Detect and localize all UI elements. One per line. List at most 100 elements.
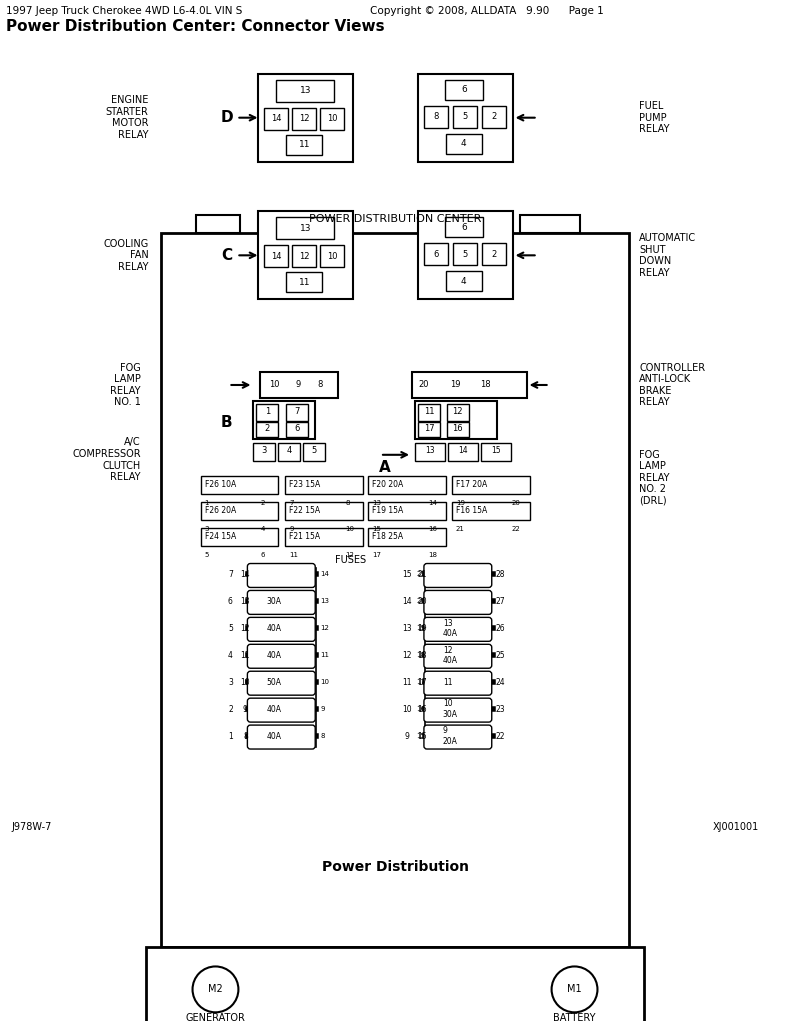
Text: 16: 16: [452, 424, 464, 433]
Text: 10: 10: [269, 381, 279, 389]
Text: FUEL
PUMP
RELAY: FUEL PUMP RELAY: [639, 101, 670, 134]
Text: 13: 13: [372, 500, 381, 506]
FancyBboxPatch shape: [424, 563, 492, 588]
Text: 23: 23: [496, 705, 505, 714]
Text: 13: 13: [240, 597, 250, 606]
Text: 40A: 40A: [267, 705, 282, 714]
Text: 14: 14: [458, 446, 467, 456]
Text: F23 15A: F23 15A: [290, 480, 320, 489]
Text: J978W-7: J978W-7: [11, 822, 51, 831]
Text: 13: 13: [425, 446, 435, 456]
FancyBboxPatch shape: [248, 725, 315, 749]
Text: 25: 25: [496, 651, 505, 659]
Bar: [481, 442, 511, 461]
Text: 14: 14: [271, 115, 282, 123]
Bar: [424, 105, 448, 128]
Text: 4: 4: [461, 276, 467, 286]
Text: 26: 26: [496, 624, 505, 633]
Text: 14: 14: [402, 597, 412, 606]
Text: 12: 12: [345, 552, 354, 557]
Bar: [286, 272, 322, 292]
Text: 12: 12: [299, 252, 309, 261]
Text: 30A: 30A: [267, 597, 282, 606]
Bar: [256, 422, 278, 437]
Bar: [286, 422, 308, 437]
Text: 1: 1: [228, 731, 233, 740]
Text: A/C
COMPRESSOR
CLUTCH
RELAY: A/C COMPRESSOR CLUTCH RELAY: [72, 437, 141, 482]
Text: 10: 10: [327, 252, 338, 261]
Text: 16: 16: [417, 705, 426, 714]
Text: 1: 1: [265, 408, 270, 417]
Bar: [447, 422, 469, 437]
Bar: [259, 74, 353, 162]
Bar: [200, 527, 278, 546]
Text: 20: 20: [418, 381, 430, 389]
Text: 12: 12: [452, 408, 463, 417]
Text: 5: 5: [462, 250, 467, 259]
Text: 10: 10: [320, 679, 329, 685]
Text: FUSES: FUSES: [335, 555, 365, 564]
Text: F24 15A: F24 15A: [205, 532, 236, 541]
Text: 15: 15: [491, 446, 501, 456]
Text: F19 15A: F19 15A: [372, 506, 403, 515]
Text: 8: 8: [320, 733, 324, 739]
Text: 11: 11: [290, 552, 298, 557]
Text: 9: 9: [404, 731, 410, 740]
Text: 24: 24: [496, 678, 505, 687]
FancyBboxPatch shape: [424, 672, 492, 695]
Text: 21: 21: [417, 570, 426, 579]
Text: 12: 12: [402, 651, 412, 659]
Text: 6: 6: [294, 424, 300, 433]
Bar: [259, 211, 353, 299]
Text: XJ001001: XJ001001: [713, 822, 759, 831]
Bar: [276, 217, 334, 240]
Text: 10: 10: [240, 678, 250, 687]
Bar: [452, 502, 530, 519]
FancyBboxPatch shape: [248, 644, 315, 669]
FancyBboxPatch shape: [248, 672, 315, 695]
Bar: [418, 74, 513, 162]
Text: F16 15A: F16 15A: [456, 506, 487, 515]
Text: POWER DISTRIBUTION CENTER: POWER DISTRIBUTION CENTER: [308, 214, 481, 224]
FancyBboxPatch shape: [248, 698, 315, 722]
Text: 12
40A: 12 40A: [443, 645, 458, 665]
Bar: [453, 244, 477, 265]
Text: 19: 19: [456, 500, 465, 506]
Text: F26 20A: F26 20A: [205, 506, 236, 515]
Text: F21 15A: F21 15A: [290, 532, 320, 541]
Bar: [286, 403, 308, 421]
Text: 20: 20: [417, 598, 426, 604]
Text: 7: 7: [228, 570, 233, 579]
Circle shape: [551, 967, 597, 1013]
Bar: [418, 422, 440, 437]
Text: A: A: [379, 460, 391, 475]
Text: 11: 11: [298, 278, 310, 287]
Text: BATTERY: BATTERY: [553, 1014, 596, 1023]
Text: 11: 11: [320, 652, 329, 658]
Text: FOG
LAMP
RELAY
NO. 2
(DRL): FOG LAMP RELAY NO. 2 (DRL): [639, 450, 670, 506]
Text: AUTOMATIC
SHUT
DOWN
RELAY: AUTOMATIC SHUT DOWN RELAY: [639, 232, 697, 278]
Bar: [320, 108, 344, 130]
Text: 40A: 40A: [267, 651, 282, 659]
Text: FOG
LAMP
RELAY
NO. 1: FOG LAMP RELAY NO. 1: [110, 362, 141, 408]
Text: 2: 2: [260, 500, 265, 506]
Bar: [264, 108, 288, 130]
Text: 19: 19: [417, 624, 426, 633]
Text: 9: 9: [296, 381, 301, 389]
Bar: [286, 502, 363, 519]
Text: 14: 14: [428, 500, 437, 506]
Text: 13
40A: 13 40A: [443, 618, 458, 638]
FancyBboxPatch shape: [248, 563, 315, 588]
Bar: [292, 108, 316, 130]
Text: 13: 13: [300, 224, 311, 232]
Text: 6: 6: [461, 223, 467, 231]
Bar: [368, 476, 446, 494]
Text: 5: 5: [462, 113, 467, 121]
Text: 18: 18: [416, 652, 426, 658]
Text: 11: 11: [298, 140, 310, 150]
Bar: [445, 80, 483, 99]
Text: 10
30A: 10 30A: [443, 699, 458, 719]
Bar: [253, 442, 275, 461]
Text: 11: 11: [424, 408, 434, 417]
FancyBboxPatch shape: [424, 725, 492, 749]
